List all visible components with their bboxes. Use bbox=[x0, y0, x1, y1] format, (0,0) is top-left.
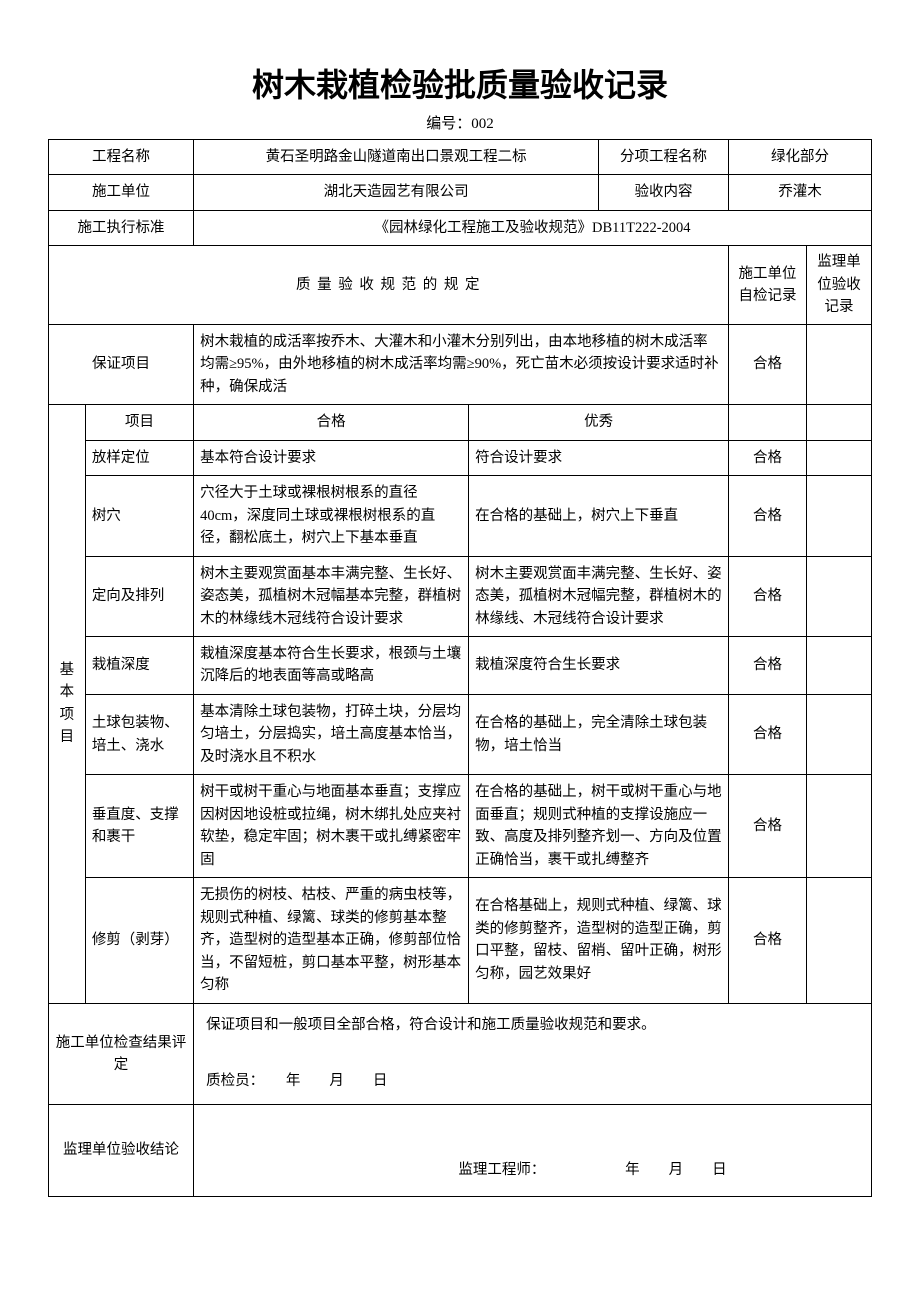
project-name-label: 工程名称 bbox=[49, 140, 194, 175]
standard-value: 《园林绿化工程施工及验收规范》DB11T222-2004 bbox=[194, 210, 872, 245]
basic-excellent: 在合格的基础上，树穴上下垂直 bbox=[469, 476, 729, 556]
contractor-record-label: 施工单位自检记录 bbox=[729, 246, 807, 324]
table-row: 树穴 穴径大于土球或裸根树根系的直径40cm，深度同土球或裸根树根系的直径，翻松… bbox=[49, 476, 872, 556]
basic-supervisor-cell bbox=[806, 775, 871, 878]
table-row: 定向及排列 树木主要观赏面基本丰满完整、生长好、姿态美，孤植树木冠幅基本完整，群… bbox=[49, 556, 872, 636]
basic-supervisor-cell bbox=[806, 556, 871, 636]
basic-pass: 基本符合设计要求 bbox=[194, 440, 469, 475]
table-row: 土球包装物、培土、浇水 基本清除土球包装物，打碎土块，分层均匀培土，分层捣实，培… bbox=[49, 694, 872, 774]
basic-head-rec2 bbox=[806, 405, 871, 440]
basic-status: 合格 bbox=[729, 694, 807, 774]
basic-excellent: 在合格基础上，规则式种植、绿篱、球类的修剪整齐，造型树的造型正确，剪口平整，留枝… bbox=[469, 878, 729, 1003]
basic-excellent: 在合格的基础上，树干或树干重心与地面垂直；规则式种植的支撑设施应一致、高度及排列… bbox=[469, 775, 729, 878]
basic-status: 合格 bbox=[729, 878, 807, 1003]
basic-excellent: 在合格的基础上，完全清除土球包装物，培土恰当 bbox=[469, 694, 729, 774]
basic-item: 定向及排列 bbox=[85, 556, 193, 636]
basic-item: 栽植深度 bbox=[85, 636, 193, 694]
spec-title: 质 量 验 收 规 范 的 规 定 bbox=[49, 246, 729, 324]
basic-pass: 树干或树干重心与地面基本垂直；支撑应因树因地设桩或拉绳，树木绑扎处应夹衬软垫，稳… bbox=[194, 775, 469, 878]
basic-pass: 穴径大于土球或裸根树根系的直径40cm，深度同土球或裸根树根系的直径，翻松底土，… bbox=[194, 476, 469, 556]
contractor-check-sign: 质检员： 年 月 日 bbox=[206, 1070, 859, 1092]
table-row: 施工单位检查结果评定 保证项目和一般项目全部合格，符合设计和施工质量验收规范和要… bbox=[49, 1003, 872, 1105]
basic-group-label: 基本项目 bbox=[49, 405, 86, 1003]
table-row: 栽植深度 栽植深度基本符合生长要求，根颈与土壤沉降后的地表面等高或略高 栽植深度… bbox=[49, 636, 872, 694]
table-row: 施工执行标准 《园林绿化工程施工及验收规范》DB11T222-2004 bbox=[49, 210, 872, 245]
basic-head-excellent: 优秀 bbox=[469, 405, 729, 440]
table-row: 工程名称 黄石圣明路金山隧道南出口景观工程二标 分项工程名称 绿化部分 bbox=[49, 140, 872, 175]
contractor-check-block: 保证项目和一般项目全部合格，符合设计和施工质量验收规范和要求。 质检员： 年 月… bbox=[194, 1003, 872, 1105]
basic-item: 垂直度、支撑和裹干 bbox=[85, 775, 193, 878]
doc-number: 编号：002 bbox=[48, 112, 872, 133]
guarantee-status: 合格 bbox=[729, 324, 807, 404]
table-row: 基本项目 项目 合格 优秀 bbox=[49, 405, 872, 440]
basic-supervisor-cell bbox=[806, 878, 871, 1003]
guarantee-text: 树木栽植的成活率按乔木、大灌木和小灌木分别列出，由本地移植的树木成活率均需≥95… bbox=[194, 324, 729, 404]
basic-excellent: 树木主要观赏面丰满完整、生长好、姿态美，孤植树木冠幅完整，群植树木的林缘线、木冠… bbox=[469, 556, 729, 636]
inspection-table: 工程名称 黄石圣明路金山隧道南出口景观工程二标 分项工程名称 绿化部分 施工单位… bbox=[48, 139, 872, 1197]
basic-pass: 栽植深度基本符合生长要求，根颈与土壤沉降后的地表面等高或略高 bbox=[194, 636, 469, 694]
basic-pass: 树木主要观赏面基本丰满完整、生长好、姿态美，孤植树木冠幅基本完整，群植树木的林缘… bbox=[194, 556, 469, 636]
table-row: 垂直度、支撑和裹干 树干或树干重心与地面基本垂直；支撑应因树因地设桩或拉绳，树木… bbox=[49, 775, 872, 878]
table-row: 放样定位 基本符合设计要求 符合设计要求 合格 bbox=[49, 440, 872, 475]
basic-item: 修剪（剥芽） bbox=[85, 878, 193, 1003]
basic-status: 合格 bbox=[729, 440, 807, 475]
doc-title: 树木栽植检验批质量验收记录 bbox=[48, 60, 872, 106]
guarantee-label: 保证项目 bbox=[49, 324, 194, 404]
supervisor-check-sign: 监理工程师： 年 月 日 bbox=[206, 1159, 859, 1181]
table-row: 施工单位 湖北天造园艺有限公司 验收内容 乔灌木 bbox=[49, 175, 872, 210]
contractor-check-text: 保证项目和一般项目全部合格，符合设计和施工质量验收规范和要求。 bbox=[206, 1014, 859, 1036]
basic-excellent: 符合设计要求 bbox=[469, 440, 729, 475]
basic-item: 土球包装物、培土、浇水 bbox=[85, 694, 193, 774]
sub-project: 绿化部分 bbox=[729, 140, 872, 175]
table-row: 监理单位验收结论 监理工程师： 年 月 日 bbox=[49, 1105, 872, 1196]
basic-status: 合格 bbox=[729, 476, 807, 556]
basic-pass: 基本清除土球包装物，打碎土块，分层均匀培土，分层捣实，培土高度基本恰当，及时浇水… bbox=[194, 694, 469, 774]
basic-excellent: 栽植深度符合生长要求 bbox=[469, 636, 729, 694]
basic-status: 合格 bbox=[729, 775, 807, 878]
supervisor-check-block: 监理工程师： 年 月 日 bbox=[194, 1105, 872, 1196]
guarantee-supervisor-cell bbox=[806, 324, 871, 404]
contractor-name: 湖北天造园艺有限公司 bbox=[194, 175, 599, 210]
contractor-check-label: 施工单位检查结果评定 bbox=[49, 1003, 194, 1105]
basic-supervisor-cell bbox=[806, 440, 871, 475]
table-row: 保证项目 树木栽植的成活率按乔木、大灌木和小灌木分别列出，由本地移植的树木成活率… bbox=[49, 324, 872, 404]
basic-head-rec1 bbox=[729, 405, 807, 440]
table-row: 质 量 验 收 规 范 的 规 定 施工单位自检记录 监理单位验收记录 bbox=[49, 246, 872, 324]
standard-label: 施工执行标准 bbox=[49, 210, 194, 245]
check-content: 乔灌木 bbox=[729, 175, 872, 210]
basic-head-item: 项目 bbox=[85, 405, 193, 440]
basic-item: 放样定位 bbox=[85, 440, 193, 475]
basic-status: 合格 bbox=[729, 556, 807, 636]
supervisor-record-label: 监理单位验收记录 bbox=[806, 246, 871, 324]
sub-project-label: 分项工程名称 bbox=[599, 140, 729, 175]
basic-item: 树穴 bbox=[85, 476, 193, 556]
table-row: 修剪（剥芽） 无损伤的树枝、枯枝、严重的病虫枝等，规则式种植、绿篱、球类的修剪基… bbox=[49, 878, 872, 1003]
basic-supervisor-cell bbox=[806, 476, 871, 556]
basic-pass: 无损伤的树枝、枯枝、严重的病虫枝等，规则式种植、绿篱、球类的修剪基本整齐，造型树… bbox=[194, 878, 469, 1003]
basic-status: 合格 bbox=[729, 636, 807, 694]
basic-supervisor-cell bbox=[806, 694, 871, 774]
project-name: 黄石圣明路金山隧道南出口景观工程二标 bbox=[194, 140, 599, 175]
basic-supervisor-cell bbox=[806, 636, 871, 694]
basic-head-pass: 合格 bbox=[194, 405, 469, 440]
supervisor-check-label: 监理单位验收结论 bbox=[49, 1105, 194, 1196]
contractor-label: 施工单位 bbox=[49, 175, 194, 210]
check-content-label: 验收内容 bbox=[599, 175, 729, 210]
